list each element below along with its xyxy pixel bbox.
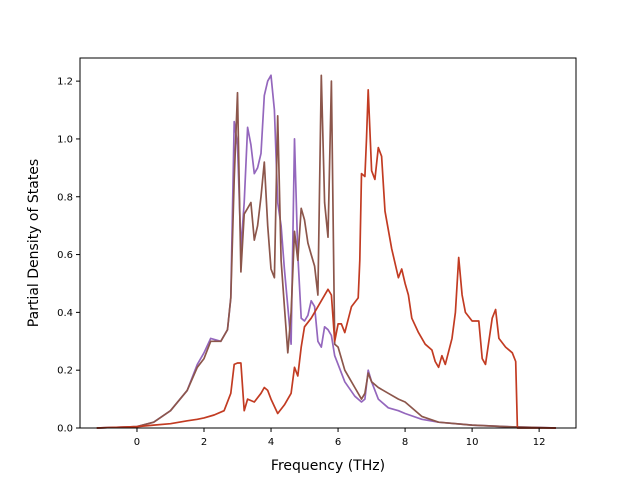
series-line-1 [96, 74, 556, 429]
y-tick-label: 0.4 [57, 308, 73, 319]
series-layer [96, 74, 556, 429]
x-axis-label: Frequency (THz) [271, 458, 385, 474]
series-line-0 [96, 74, 556, 429]
y-tick-label: 1.0 [57, 134, 73, 145]
x-tick-label: 4 [268, 437, 274, 448]
x-tick-label: 2 [201, 437, 207, 448]
x-tick-label: 12 [533, 437, 546, 448]
x-tick-label: 0 [134, 437, 140, 448]
y-axis-ticks: 0.0 0.2 0.4 0.6 0.8 1.0 1.2 [57, 77, 80, 435]
y-tick-label: 0.6 [57, 250, 73, 261]
x-tick-label: 6 [335, 437, 341, 448]
y-tick-label: 0.0 [57, 424, 73, 435]
y-tick-label: 0.2 [57, 366, 73, 377]
series-line-2 [96, 88, 556, 429]
plot-frame [79, 57, 577, 429]
y-tick-label: 0.8 [57, 192, 73, 203]
x-axis-ticks: 0 2 4 6 8 10 12 [134, 428, 546, 448]
x-tick-label: 8 [402, 437, 408, 448]
y-axis-label: Partial Density of States [26, 159, 42, 327]
x-tick-label: 10 [466, 437, 479, 448]
y-tick-label: 1.2 [57, 77, 73, 88]
